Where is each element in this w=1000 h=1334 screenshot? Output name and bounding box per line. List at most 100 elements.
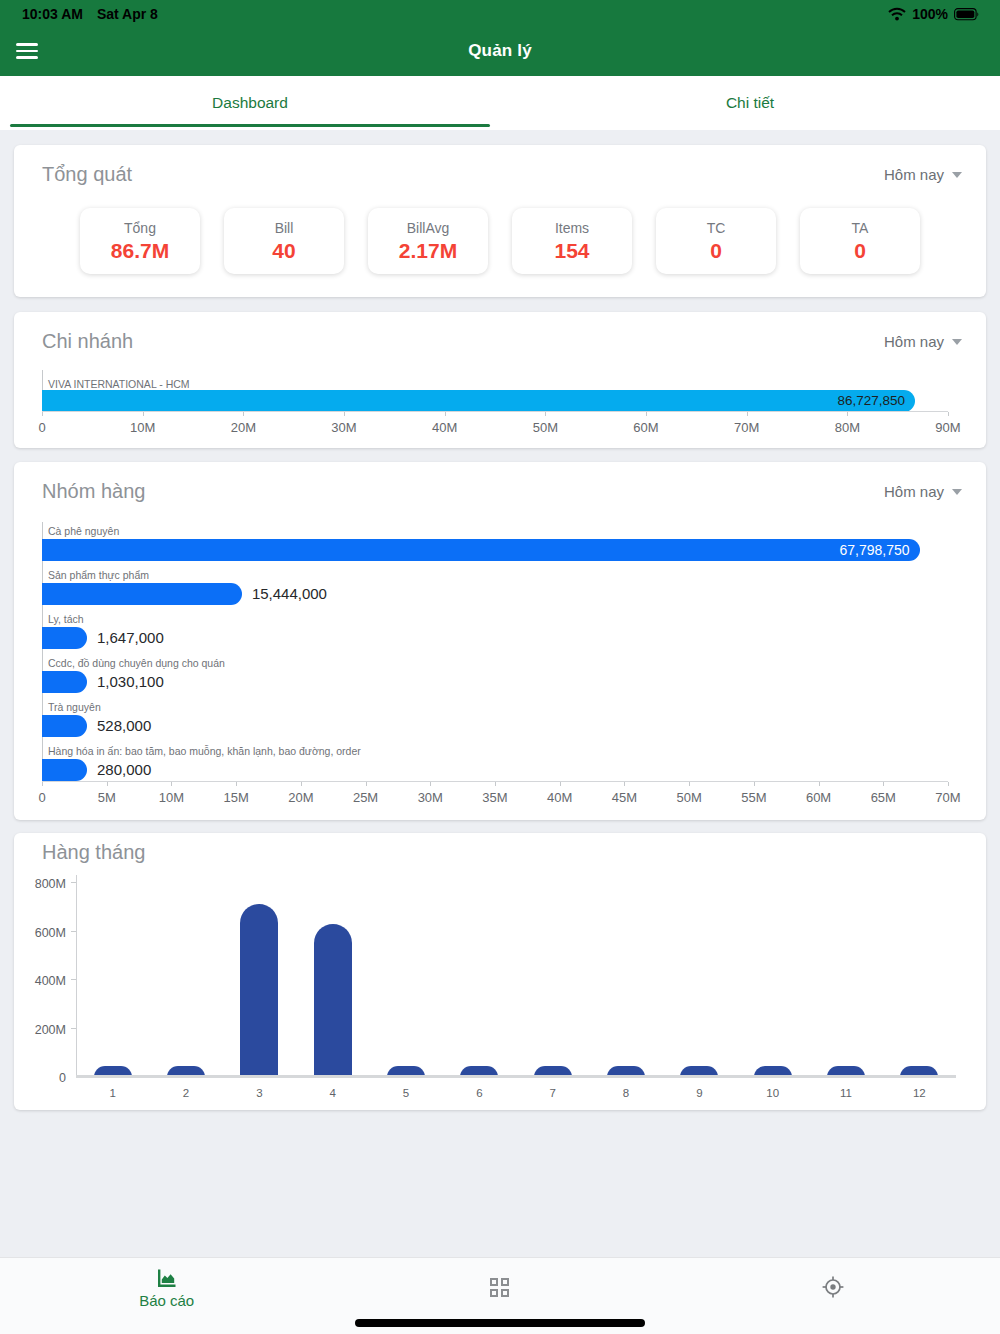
nav-apps[interactable] xyxy=(333,1278,666,1297)
axis-tick xyxy=(236,782,237,786)
x-axis-tick-label: 6 xyxy=(459,1087,499,1099)
y-axis-tick-label: 0 xyxy=(20,1071,66,1085)
chevron-down-icon xyxy=(952,489,962,495)
y-axis-tick-label: 200M xyxy=(20,1023,66,1037)
axis-tick-label: 0 xyxy=(7,790,77,805)
axis-tick xyxy=(171,782,172,786)
stats-row: Tổng86.7M Bill40 BillAvg2.17M Items 154 TC0 TA… xyxy=(14,208,986,274)
bar xyxy=(42,715,87,737)
stat-value: 0 xyxy=(710,239,722,263)
axis-tick-label: 40M xyxy=(525,790,595,805)
status-bar: 10:03 AM Sat Apr 8 100% xyxy=(0,0,1000,26)
x-axis-line xyxy=(42,411,948,412)
stat-box: Bill40 xyxy=(224,208,344,274)
axis-tick xyxy=(71,882,76,883)
tab-detail[interactable]: Chi tiết xyxy=(500,76,1000,130)
x-axis-tick-label: 12 xyxy=(899,1087,939,1099)
stat-label: Bill xyxy=(275,220,294,236)
axis-tick xyxy=(545,412,546,416)
bar-category-label: Ly, tách xyxy=(48,613,84,625)
axis-tick-label: 70M xyxy=(913,790,983,805)
menu-icon[interactable] xyxy=(16,40,38,62)
branch-period-dropdown[interactable]: Hôm nay xyxy=(884,333,962,350)
group-period-dropdown[interactable]: Hôm nay xyxy=(884,483,962,500)
axis-tick xyxy=(445,412,446,416)
bar-category-label: Ccdc, đồ dùng chuyên dụng cho quán xyxy=(48,657,225,669)
axis-tick-label: 25M xyxy=(331,790,401,805)
axis-tick-label: 10M xyxy=(136,790,206,805)
x-axis-tick-label: 11 xyxy=(826,1087,866,1099)
branch-card: Chi nhánh Hôm nay VIVA INTERNATIONAL - H… xyxy=(14,312,986,448)
axis-tick xyxy=(143,412,144,416)
stat-box: BillAvg2.17M xyxy=(368,208,488,274)
y-axis-line xyxy=(76,875,77,1077)
x-axis-tick-label: 10 xyxy=(753,1087,793,1099)
axis-tick xyxy=(883,782,884,786)
bar-value-label: 15,444,000 xyxy=(252,583,327,605)
bar-value-label: 1,030,100 xyxy=(97,671,164,693)
monthly-title: Hàng tháng xyxy=(42,841,145,864)
y-axis-tick-label: 800M xyxy=(20,877,66,891)
x-axis-tick-label: 5 xyxy=(386,1087,426,1099)
status-time: 10:03 AM xyxy=(22,6,83,22)
branch-title: Chi nhánh xyxy=(42,330,133,353)
bar xyxy=(314,924,352,1077)
axis-tick-label: 15M xyxy=(201,790,271,805)
bar xyxy=(42,627,87,649)
axis-tick-label: 55M xyxy=(719,790,789,805)
nav-report[interactable]: Báo cáo xyxy=(0,1266,333,1309)
x-axis-tick-label: 8 xyxy=(606,1087,646,1099)
axis-tick xyxy=(689,782,690,786)
axis-tick-label: 50M xyxy=(654,790,724,805)
monthly-card: Hàng tháng 0200M400M600M800M123456789101… xyxy=(14,833,986,1110)
group-chart: Cà phê nguyên67,798,750Sản phẩm thực phẩ… xyxy=(42,522,948,782)
overview-period-dropdown[interactable]: Hôm nay xyxy=(884,166,962,183)
axis-tick xyxy=(847,412,848,416)
bar: 86,727,850 xyxy=(42,390,915,412)
bar-value-label: 86,727,850 xyxy=(837,390,905,412)
x-axis-tick-label: 9 xyxy=(679,1087,719,1099)
axis-tick-label: 30M xyxy=(395,790,465,805)
gps-icon xyxy=(821,1275,845,1299)
stat-value: 154 xyxy=(554,239,589,263)
axis-tick xyxy=(646,412,647,416)
stat-box: TC0 xyxy=(656,208,776,274)
axis-tick xyxy=(819,782,820,786)
axis-tick-label: 40M xyxy=(410,420,480,435)
nav-report-label: Báo cáo xyxy=(139,1292,194,1309)
y-axis-tick-label: 600M xyxy=(20,926,66,940)
stat-box: TA 0 xyxy=(800,208,920,274)
stat-value: 0 xyxy=(854,239,866,263)
bar xyxy=(42,583,242,605)
bottom-nav: Báo cáo xyxy=(0,1257,1000,1334)
axis-tick xyxy=(948,412,949,416)
stat-label: Items xyxy=(555,220,589,236)
bar xyxy=(42,759,87,781)
overview-card: Tổng quát Hôm nay Tổng86.7M Bill40 BillAvg… xyxy=(14,145,986,297)
axis-tick xyxy=(560,782,561,786)
bar-category-label: Trà nguyên xyxy=(48,701,101,713)
axis-tick xyxy=(42,412,43,416)
x-axis-line xyxy=(76,1075,956,1078)
axis-tick xyxy=(71,931,76,932)
axis-tick xyxy=(948,782,949,786)
stat-label: TA xyxy=(852,220,869,236)
active-tab-indicator xyxy=(10,124,490,127)
stat-box: Tổng86.7M xyxy=(80,208,200,274)
axis-tick-label: 70M xyxy=(712,420,782,435)
y-axis-tick-label: 400M xyxy=(20,974,66,988)
nav-location[interactable] xyxy=(667,1275,1000,1299)
x-axis-tick-label: 1 xyxy=(93,1087,133,1099)
axis-tick xyxy=(366,782,367,786)
x-axis-tick-label: 4 xyxy=(313,1087,353,1099)
bar-value-label: 280,000 xyxy=(97,759,151,781)
axis-tick xyxy=(107,782,108,786)
home-indicator[interactable] xyxy=(355,1319,645,1327)
area-chart-icon xyxy=(155,1266,179,1290)
overview-title: Tổng quát xyxy=(42,163,132,186)
tab-dashboard[interactable]: Dashboard xyxy=(0,76,500,130)
branch-chart: VIVA INTERNATIONAL - HCM86,727,850010M20… xyxy=(42,376,948,412)
bar xyxy=(42,671,87,693)
axis-tick xyxy=(344,412,345,416)
stat-label: BillAvg xyxy=(407,220,450,236)
